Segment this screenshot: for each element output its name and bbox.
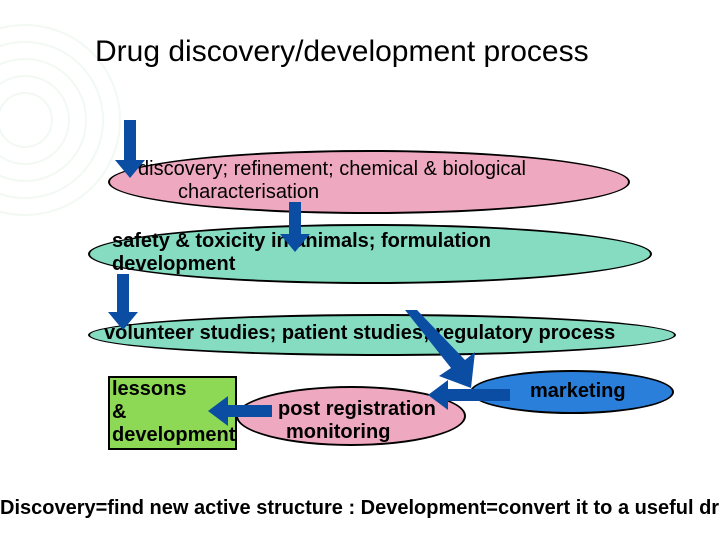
lessons-line-2: & [112, 401, 126, 423]
lessons-line-3: development [112, 424, 235, 446]
stage-1-line-2: characterisation [138, 181, 319, 203]
marketing-text: marketing [530, 380, 626, 403]
marketing-line-1: marketing [530, 380, 626, 402]
lessons-text: lessons & development [112, 378, 235, 447]
lessons-line-1: lessons [112, 378, 186, 400]
footer-text: Discovery=find new active structure : De… [0, 497, 720, 520]
post-text: post registration monitoring [278, 398, 436, 444]
post-line-1: post registration [278, 398, 436, 420]
stage-2-line-2: development [112, 253, 235, 275]
stage-3-line-1: volunteer studies; patient studies; regu… [104, 322, 615, 344]
stage-1-line-1: discovery; refinement; chemical & biolog… [138, 158, 526, 180]
stage-3-text: volunteer studies; patient studies; regu… [104, 322, 615, 345]
post-line-2: monitoring [278, 421, 390, 443]
stage-2-text: safety & toxicity in animals; formulatio… [112, 230, 491, 276]
stage-2-line-1: safety & toxicity in animals; formulatio… [112, 230, 491, 252]
stage-1-text: discovery; refinement; chemical & biolog… [138, 158, 526, 204]
slide-title: Drug discovery/development process [95, 35, 589, 69]
slide: Drug discovery/development process disco… [0, 0, 720, 540]
